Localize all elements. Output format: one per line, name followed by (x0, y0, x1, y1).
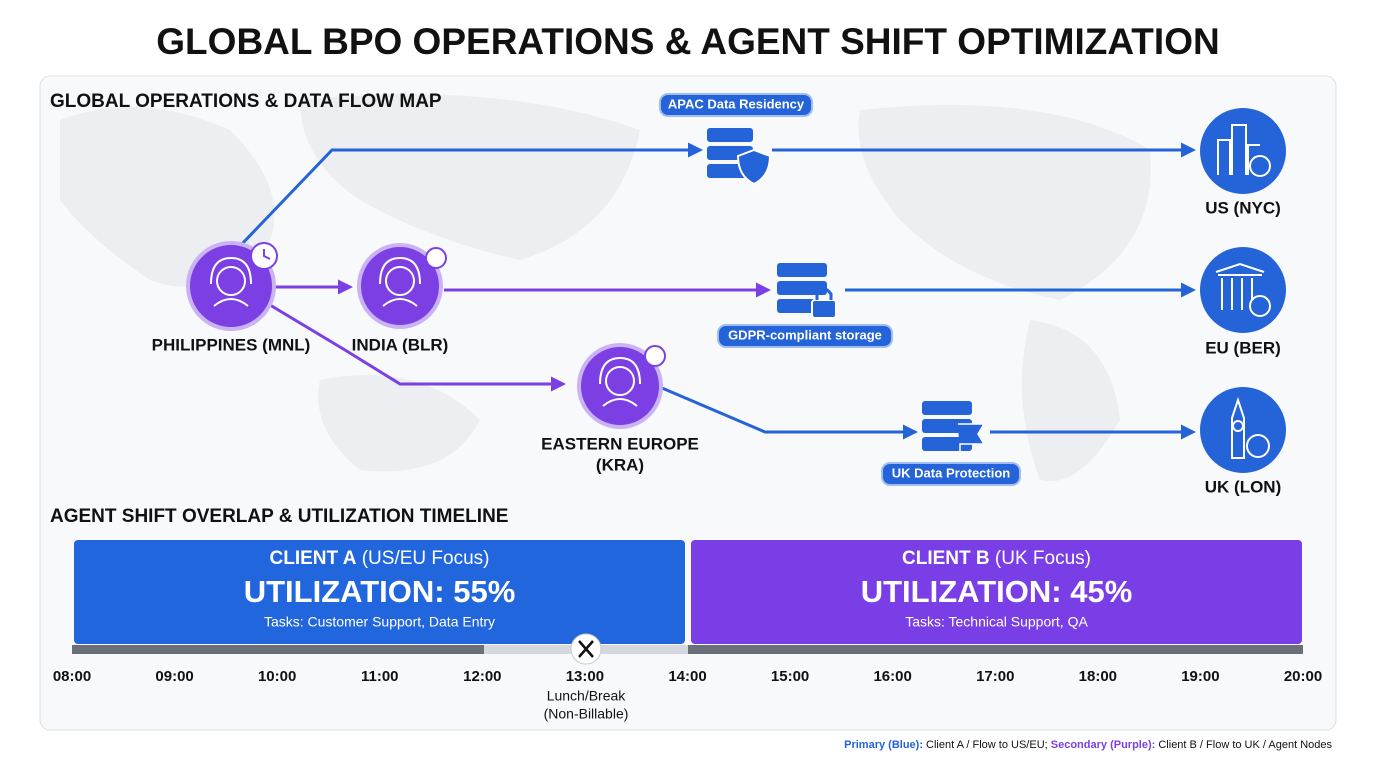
hour-label: 14:00 (668, 668, 706, 685)
client-tasks: Tasks: Customer Support, Data Entry (264, 614, 495, 630)
client-heading: CLIENT B (UK Focus) (902, 548, 1091, 569)
legend-key: Secondary (Purple): (1051, 739, 1156, 751)
hour-label: 17:00 (976, 668, 1014, 685)
hour-label: 11:00 (361, 668, 399, 685)
destination-label: US (NYC) (1205, 198, 1281, 217)
hour-label: 20:00 (1284, 668, 1322, 685)
hour-label: 19:00 (1181, 668, 1219, 685)
agent-node (357, 243, 447, 329)
storage-badge (881, 462, 1021, 486)
storage-label: UK Data Protection (892, 465, 1011, 480)
hour-label: 08:00 (53, 668, 91, 685)
storage-label: APAC Data Residency (668, 96, 805, 111)
destination-node (1200, 247, 1286, 333)
client-block (691, 540, 1302, 644)
client-utilization: UTILIZATION: 45% (861, 574, 1133, 609)
hour-label: 10:00 (258, 668, 296, 685)
break-label: Lunch/Break (547, 688, 627, 704)
legend: Primary (Blue): Client A / Flow to US/EU… (844, 739, 1332, 751)
legend-text: Client A / Flow to US/EU; (926, 739, 1048, 751)
client-block (74, 540, 685, 644)
client-focus: (US/EU Focus) (362, 548, 490, 569)
flow-arrow (269, 303, 566, 392)
break-icon (570, 633, 602, 665)
map-title: GLOBAL OPERATIONS & DATA FLOW MAP (50, 91, 442, 112)
agent-label: PHILIPPINES (MNL) (152, 335, 311, 354)
world-map (60, 94, 1151, 482)
destination-label: EU (BER) (1205, 338, 1281, 357)
client-name: CLIENT A (270, 548, 357, 569)
client-heading: CLIENT A (US/EU Focus) (270, 548, 490, 569)
storage-badge (717, 324, 893, 348)
destination-label: UK (LON) (1205, 477, 1281, 496)
client-utilization: UTILIZATION: 55% (244, 574, 516, 609)
storage-icon (707, 128, 772, 186)
legend-text: Client B / Flow to UK / Agent Nodes (1158, 739, 1332, 751)
hour-label: 13:00 (566, 668, 604, 685)
timeline-title: AGENT SHIFT OVERLAP & UTILIZATION TIMELI… (50, 506, 508, 527)
hour-label: 12:00 (463, 668, 501, 685)
agent-label: (KRA) (596, 455, 644, 474)
break-label: (Non-Billable) (544, 706, 629, 722)
hour-label: 16:00 (873, 668, 911, 685)
storage-icon (777, 263, 837, 319)
client-name: CLIENT B (902, 548, 990, 569)
agent-node (577, 343, 666, 429)
hour-label: 18:00 (1079, 668, 1117, 685)
client-focus: (UK Focus) (995, 548, 1091, 569)
agent-node (186, 241, 278, 331)
client-tasks: Tasks: Technical Support, QA (905, 614, 1088, 630)
destination-node (1200, 387, 1286, 473)
storage-badge (659, 93, 813, 117)
legend-key: Primary (Blue): (844, 739, 923, 751)
storage-label: GDPR-compliant storage (728, 327, 882, 342)
flow-arrow (661, 386, 918, 440)
agent-label: EASTERN EUROPE (541, 434, 699, 453)
destination-node (1200, 108, 1286, 194)
storage-icon (922, 401, 986, 458)
flow-arrow (238, 142, 703, 248)
page-title: GLOBAL BPO OPERATIONS & AGENT SHIFT OPTI… (156, 21, 1219, 62)
agent-label: INDIA (BLR) (352, 335, 449, 354)
hour-label: 15:00 (771, 668, 809, 685)
hour-label: 09:00 (155, 668, 193, 685)
